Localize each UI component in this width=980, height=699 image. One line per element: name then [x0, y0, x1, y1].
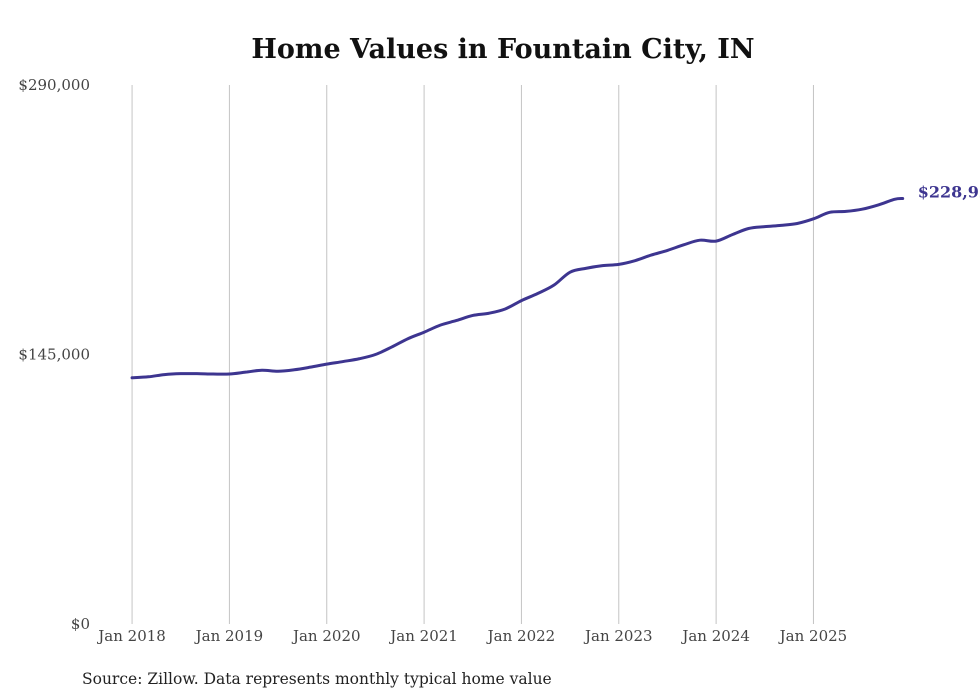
- y-axis: $0 $145,000 $290,000: [18, 76, 90, 633]
- x-axis: Jan 2018 Jan 2019 Jan 2020 Jan 2021 Jan 2022…: [96, 627, 847, 645]
- y-tick-label: $0: [71, 615, 90, 633]
- x-tick-label: Jan 2024: [680, 627, 750, 645]
- x-tick-label: Jan 2025: [778, 627, 848, 645]
- x-tick-label: Jan 2019: [194, 627, 264, 645]
- x-tick-label: Jan 2021: [388, 627, 458, 645]
- source-note: Source: Zillow. Data represents monthly …: [82, 670, 552, 688]
- grid-layer: [131, 85, 814, 624]
- chart-title: Home Values in Fountain City, IN: [251, 34, 754, 65]
- x-tick-label: Jan 2023: [583, 627, 653, 645]
- x-tick-label: Jan 2022: [486, 627, 556, 645]
- y-tick-label: $290,000: [18, 76, 90, 94]
- last-value-label: $228,929: [918, 183, 980, 202]
- series-line-home-value: [130, 197, 905, 380]
- y-tick-label: $145,000: [18, 346, 90, 364]
- x-tick-label: Jan 2020: [291, 627, 361, 645]
- x-tick-label: Jan 2018: [96, 627, 166, 645]
